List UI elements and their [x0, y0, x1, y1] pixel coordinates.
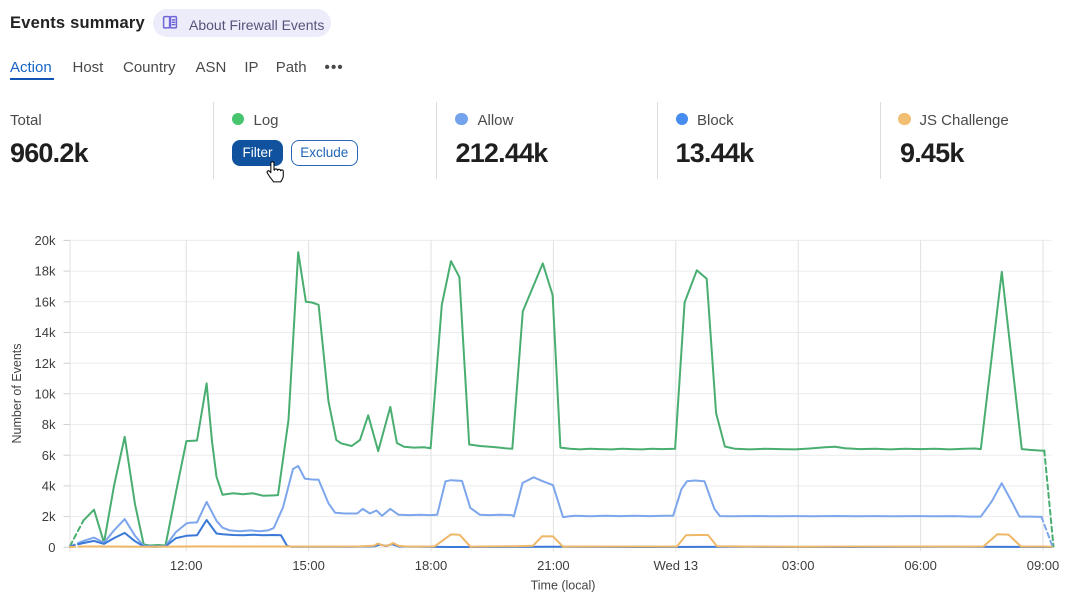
svg-text:Number of Events: Number of Events	[10, 343, 24, 443]
svg-text:4k: 4k	[42, 479, 56, 494]
svg-text:20k: 20k	[35, 233, 56, 248]
svg-text:16k: 16k	[35, 294, 56, 309]
svg-text:09:00: 09:00	[1027, 558, 1060, 573]
svg-text:Wed 13: Wed 13	[654, 558, 699, 573]
svg-text:21:00: 21:00	[537, 558, 570, 573]
svg-text:10k: 10k	[35, 386, 56, 401]
svg-text:12k: 12k	[35, 356, 56, 371]
svg-text:14k: 14k	[35, 325, 56, 340]
svg-text:Time (local): Time (local)	[531, 579, 596, 593]
svg-text:2k: 2k	[42, 509, 56, 524]
svg-text:15:00: 15:00	[292, 558, 325, 573]
svg-text:6k: 6k	[42, 448, 56, 463]
svg-text:03:00: 03:00	[782, 558, 815, 573]
svg-text:18:00: 18:00	[415, 558, 448, 573]
svg-text:18k: 18k	[35, 264, 56, 279]
svg-text:06:00: 06:00	[904, 558, 937, 573]
svg-text:0: 0	[48, 540, 55, 555]
svg-text:12:00: 12:00	[170, 558, 203, 573]
svg-text:8k: 8k	[42, 417, 56, 432]
